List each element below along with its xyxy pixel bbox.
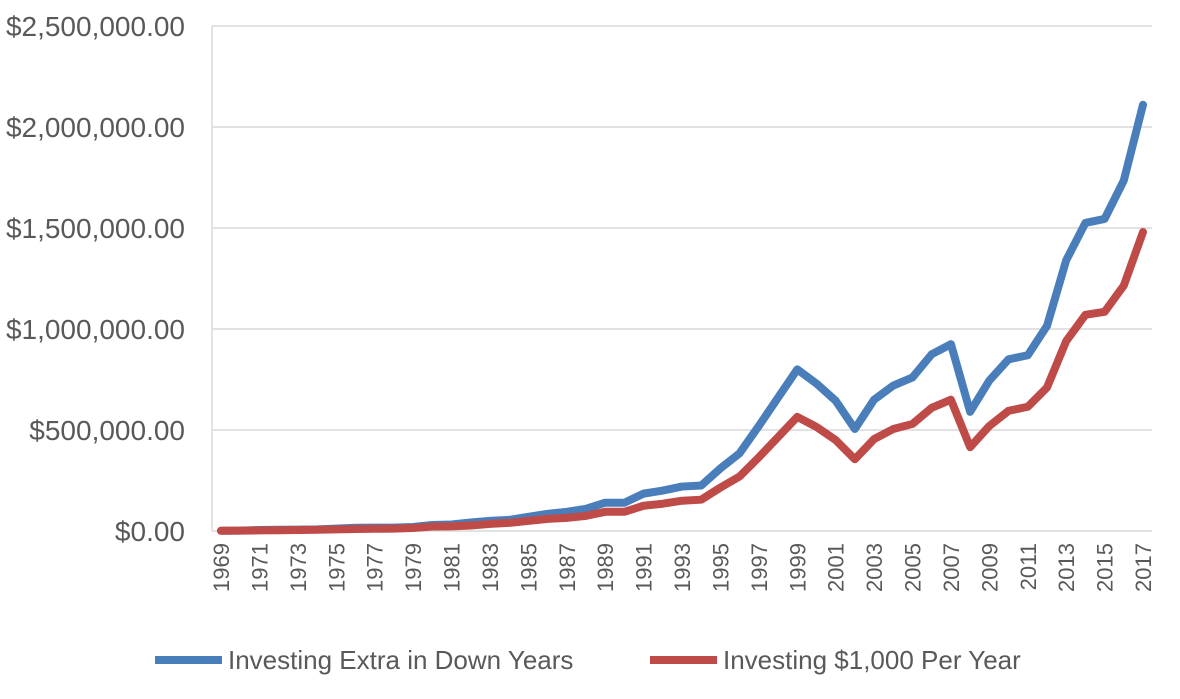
- x-tick-label: 1969: [209, 543, 234, 592]
- legend-label-regular: Investing $1,000 Per Year: [723, 645, 1021, 675]
- x-tick-label: 2007: [939, 543, 964, 592]
- gridlines: [211, 25, 1152, 532]
- y-tick-label: $1,500,000.00: [6, 213, 185, 244]
- x-tick-label: 2011: [1016, 543, 1041, 590]
- y-tick-label: $500,000.00: [29, 415, 185, 446]
- x-tick-label: 2003: [862, 543, 887, 592]
- x-tick-label: 1981: [440, 543, 465, 592]
- x-axis-tick-labels: 1969 1971 1973 1975 1977 1979 1981 1983 1985 1987…: [209, 543, 1156, 592]
- x-tick-label: 2013: [1054, 543, 1079, 592]
- x-tick-label: 2005: [901, 543, 926, 592]
- series-lines: [217, 100, 1147, 535]
- x-tick-label: 1995: [708, 543, 733, 592]
- series-line-extra-in-down-years: [217, 100, 1147, 535]
- x-tick-label: 1971: [247, 543, 272, 592]
- legend: Investing Extra in Down Years Investing …: [155, 645, 1021, 675]
- y-tick-label: $0.00: [115, 516, 185, 547]
- y-axis-tick-labels: $0.00 $500,000.00 $1,000,000.00 $1,500,000.…: [6, 11, 185, 547]
- y-tick-label: $2,500,000.00: [6, 11, 185, 42]
- x-tick-label: 1979: [401, 543, 426, 592]
- x-tick-label: 2015: [1093, 543, 1118, 592]
- x-tick-label: 1999: [785, 543, 810, 592]
- x-tick-label: 1975: [324, 543, 349, 592]
- x-tick-label: 1985: [516, 543, 541, 592]
- x-tick-label: 1989: [593, 543, 618, 592]
- legend-label-extra: Investing Extra in Down Years: [228, 645, 573, 675]
- x-tick-label: 1993: [670, 543, 695, 592]
- x-tick-label: 1991: [632, 543, 657, 592]
- series-line-1000-per-year: [217, 228, 1147, 535]
- x-tick-label: 1973: [286, 543, 311, 592]
- y-tick-label: $2,000,000.00: [6, 112, 185, 143]
- y-tick-label: $1,000,000.00: [6, 314, 185, 345]
- x-tick-label: 1987: [555, 543, 580, 592]
- x-tick-label: 2017: [1131, 543, 1156, 592]
- x-tick-label: 1997: [747, 543, 772, 592]
- x-tick-label: 1977: [363, 543, 388, 592]
- x-tick-label: 2001: [824, 543, 849, 592]
- x-tick-label: 2009: [977, 543, 1002, 592]
- x-tick-label: 1983: [478, 543, 503, 592]
